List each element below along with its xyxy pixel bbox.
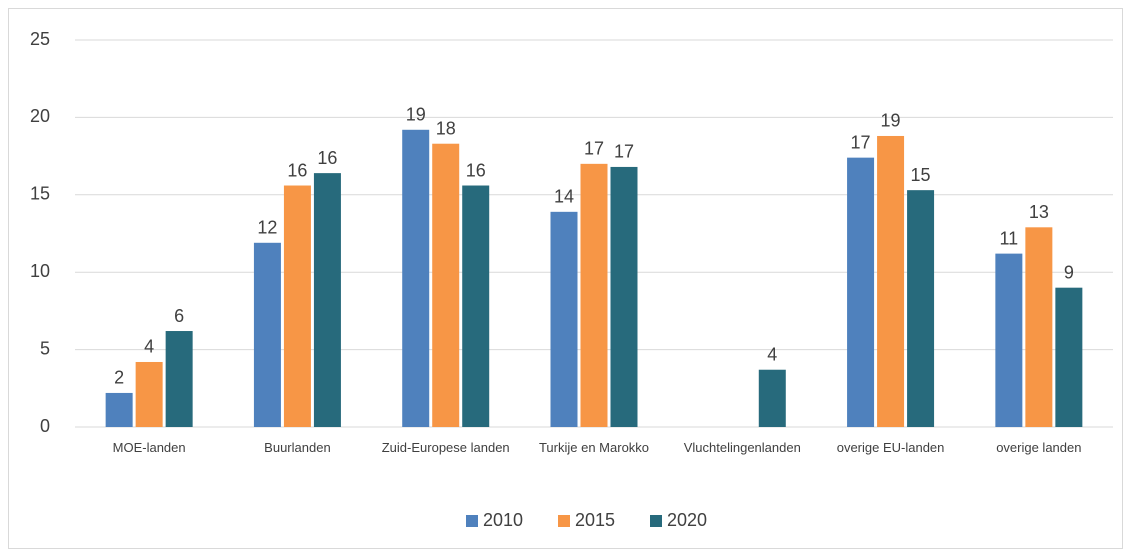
bar [1025, 227, 1053, 427]
data-label: 17 [614, 142, 634, 162]
bar [253, 242, 281, 427]
data-label: 19 [881, 111, 901, 131]
y-tick-label: 25 [30, 29, 50, 49]
bar [432, 143, 460, 427]
x-tick-label: MOE-landen [112, 440, 186, 455]
bar [105, 392, 133, 427]
x-tick-label: Buurlanden [264, 440, 331, 455]
data-label: 17 [584, 139, 604, 159]
bar [907, 190, 935, 427]
bar [847, 157, 875, 427]
y-tick-label: 10 [30, 261, 50, 281]
x-tick-label: overige EU-landen [836, 440, 945, 455]
legend-label: 2015 [575, 510, 615, 530]
bar [462, 185, 490, 427]
data-label: 6 [174, 306, 184, 326]
bar [877, 135, 905, 427]
legend-swatch [558, 515, 570, 527]
data-label: 19 [406, 105, 426, 125]
data-label: 2 [114, 368, 124, 388]
bar [135, 361, 163, 427]
data-label: 12 [257, 218, 277, 238]
data-label: 16 [466, 160, 486, 180]
data-label: 17 [851, 132, 871, 152]
bar [283, 185, 311, 427]
data-label: 15 [911, 165, 931, 185]
y-tick-label: 0 [40, 416, 50, 436]
bar [995, 253, 1023, 427]
data-label: 16 [287, 160, 307, 180]
x-tick-label: Zuid-Europese landen [381, 440, 510, 455]
bar [165, 331, 193, 427]
legend-swatch [650, 515, 662, 527]
data-label: 9 [1064, 262, 1074, 282]
x-tick-label: Turkije en Marokko [538, 440, 650, 455]
data-label: 4 [767, 344, 777, 364]
bar [550, 211, 578, 427]
data-label: 11 [1000, 228, 1019, 248]
x-tick-label: Vluchtelingenlanden [683, 440, 801, 455]
data-label: 18 [436, 118, 456, 138]
data-label: 4 [144, 337, 154, 357]
bar [313, 173, 341, 427]
y-tick-label: 20 [30, 106, 50, 126]
data-label: 14 [554, 187, 574, 207]
y-tick-label: 15 [30, 184, 50, 204]
bar [758, 369, 786, 427]
bar [610, 166, 638, 427]
data-label: 16 [317, 148, 337, 168]
chart-border [8, 8, 1123, 549]
data-label: 13 [1029, 202, 1049, 222]
legend-label: 2020 [667, 510, 707, 530]
bar [580, 163, 608, 427]
bar [1055, 287, 1083, 427]
legend-label: 2010 [483, 510, 523, 530]
bar [402, 129, 430, 427]
x-tick-label: overige landen [996, 440, 1082, 455]
y-tick-label: 5 [40, 338, 50, 358]
legend-swatch [466, 515, 478, 527]
